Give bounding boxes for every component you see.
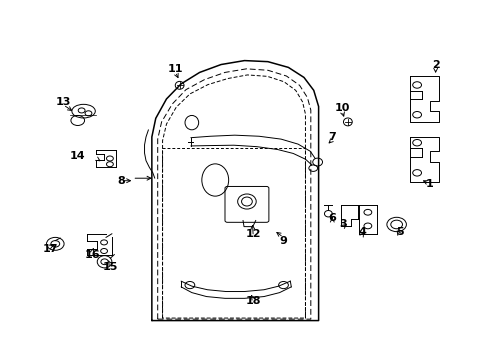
- Text: 12: 12: [245, 229, 261, 239]
- Text: 5: 5: [395, 227, 403, 237]
- Text: 9: 9: [279, 236, 287, 246]
- Text: 4: 4: [358, 227, 366, 237]
- Text: 8: 8: [118, 176, 125, 186]
- Text: 7: 7: [328, 132, 335, 142]
- Text: 10: 10: [334, 103, 349, 113]
- Text: 6: 6: [327, 213, 336, 222]
- Text: 17: 17: [43, 244, 59, 254]
- Text: 15: 15: [102, 262, 118, 272]
- Text: 2: 2: [431, 60, 439, 70]
- Text: 13: 13: [55, 97, 71, 107]
- Text: 18: 18: [245, 296, 261, 306]
- Text: 16: 16: [84, 249, 100, 260]
- Text: 3: 3: [339, 219, 346, 229]
- Text: 1: 1: [425, 179, 433, 189]
- Text: 14: 14: [70, 150, 85, 161]
- Text: 11: 11: [167, 64, 183, 74]
